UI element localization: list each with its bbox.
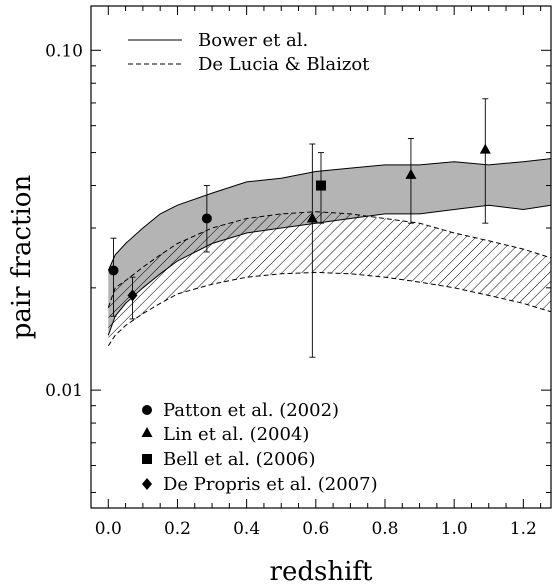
- x-tick-label: 0.6: [302, 519, 329, 539]
- legend-models: Bower et al. De Lucia & Blaizot: [128, 30, 370, 75]
- x-tick-label: 0.0: [95, 519, 122, 539]
- band-upper-edge-delucia: [107, 211, 551, 308]
- band-fill-delucia: [108, 211, 551, 346]
- legend-diamond-marker: [142, 478, 152, 490]
- legend-label-patton: Patton et al. (2002): [163, 400, 339, 421]
- x-tick-label: 1.2: [510, 519, 537, 539]
- model-bands: [107, 158, 551, 347]
- data-point-diamond: [127, 289, 138, 302]
- data-point-square: [316, 180, 326, 191]
- x-tick-label: 0.4: [233, 519, 260, 539]
- y-tick-label: 0.10: [45, 41, 83, 61]
- data-point-triangle: [306, 212, 318, 223]
- legend-label-bower: Bower et al.: [198, 30, 308, 51]
- legend-label-depropris: De Propris et al. (2007): [163, 474, 378, 495]
- y-tick-label: 0.01: [45, 381, 83, 401]
- y-axis-title: pair fraction: [7, 175, 37, 340]
- data-point-circle: [201, 213, 212, 224]
- data-point-triangle: [405, 168, 417, 179]
- y-axis-ticks: 0.01 0.10: [45, 41, 551, 493]
- x-axis-title: redshift: [270, 557, 373, 586]
- legend-label-bell: Bell et al. (2006): [163, 449, 316, 470]
- data-point-triangle: [479, 143, 491, 154]
- band-fill-bower: [108, 158, 551, 336]
- legend-triangle-marker: [141, 427, 153, 437]
- legend-square-marker: [142, 454, 152, 464]
- band-lower-edge-delucia: [107, 271, 551, 347]
- x-tick-label: 1.0: [441, 519, 468, 539]
- x-tick-label: 0.2: [164, 519, 191, 539]
- band-upper-edge-bower: [107, 158, 551, 271]
- data-point-circle: [108, 265, 119, 276]
- x-tick-label: 0.8: [371, 519, 398, 539]
- plot-frame: [90, 5, 552, 509]
- legend-label-delucia: De Lucia & Blaizot: [198, 54, 370, 75]
- legend-circle-marker: [142, 405, 152, 415]
- x-axis-ticks: 0.0 0.2 0.4 0.6 0.8 1.0 1.2: [95, 6, 542, 539]
- legend-label-lin: Lin et al. (2004): [163, 424, 309, 445]
- observational-points: [108, 98, 491, 358]
- legend-observations: Patton et al. (2002) Lin et al. (2004) B…: [141, 400, 378, 495]
